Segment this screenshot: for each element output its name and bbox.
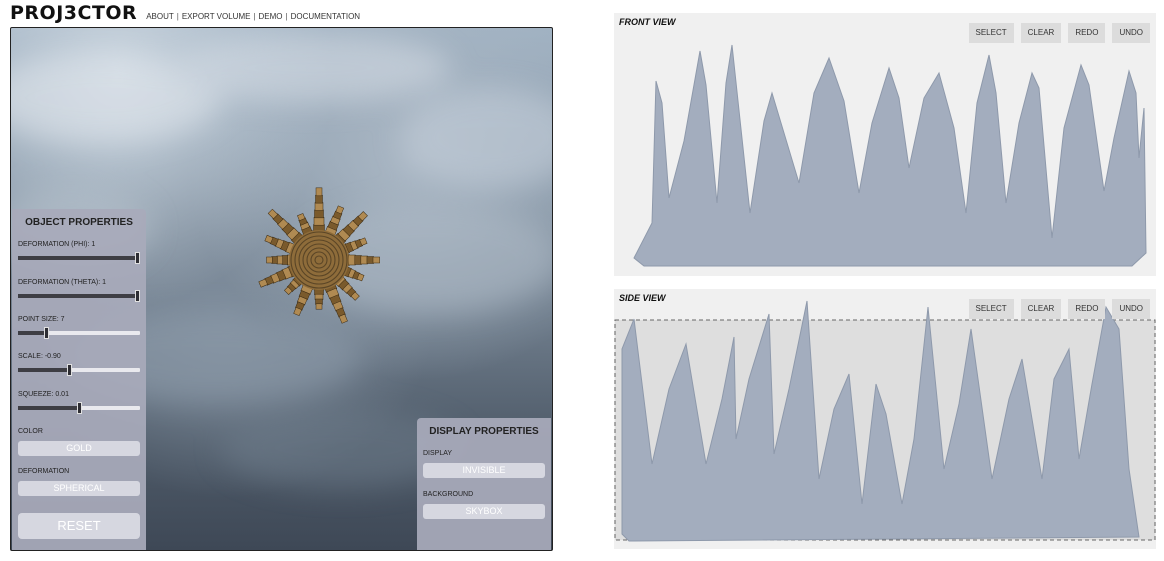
object-voxel <box>348 254 356 266</box>
front-undo-button[interactable]: UNDO <box>1112 23 1150 43</box>
nav-separator: | <box>253 12 256 21</box>
side-silhouette-shape <box>621 300 1140 542</box>
object-ring <box>306 247 332 273</box>
scale-label: SCALE: -0.90 <box>18 353 61 360</box>
top-nav: ABOUT | EXPORT VOLUME | DEMO | DOCUMENTA… <box>146 12 360 21</box>
object-ring <box>314 255 324 265</box>
reset-button[interactable]: RESET <box>18 513 140 539</box>
background-label: BACKGROUND <box>423 491 474 498</box>
object-voxel <box>293 307 302 317</box>
deformation-phi-slider[interactable] <box>18 252 140 264</box>
object-voxel <box>359 237 368 246</box>
deformation-label: DEFORMATION <box>18 468 70 475</box>
side-clear-button[interactable]: CLEAR <box>1020 299 1062 319</box>
brand-logo[interactable]: PROJ3CTOR <box>10 2 138 24</box>
slider-thumb[interactable] <box>77 402 82 414</box>
3d-viewport[interactable]: OBJECT PROPERTIES DEFORMATION (PHI): 1 D… <box>10 27 553 551</box>
deformation-theta-slider[interactable] <box>18 290 140 302</box>
slider-thumb[interactable] <box>135 252 140 264</box>
scale-slider[interactable] <box>18 364 140 376</box>
nav-separator: | <box>176 12 179 21</box>
object-voxel <box>297 213 306 222</box>
object-properties-panel: OBJECT PROPERTIES DEFORMATION (PHI): 1 D… <box>12 209 146 550</box>
app-header: PROJ3CTOR ABOUT | EXPORT VOLUME | DEMO |… <box>10 2 360 24</box>
slider-thumb[interactable] <box>67 364 72 376</box>
deformation-theta-label: DEFORMATION (THETA): 1 <box>18 279 107 286</box>
display-label: DISPLAY <box>423 450 453 457</box>
display-select[interactable]: INVISIBLE <box>423 463 545 478</box>
front-clear-button[interactable]: CLEAR <box>1020 23 1062 43</box>
object-voxel <box>350 291 360 301</box>
object-ring <box>310 251 328 269</box>
projected-object[interactable] <box>247 168 392 353</box>
nav-documentation[interactable]: DOCUMENTATION <box>290 12 361 21</box>
side-undo-button[interactable]: UNDO <box>1112 299 1150 319</box>
front-view-canvas[interactable]: FRONT VIEW SELECT CLEAR REDO UNDO <box>614 13 1156 276</box>
object-voxel <box>356 273 365 282</box>
slider-fill <box>18 406 79 410</box>
object-voxel <box>271 256 278 264</box>
slider-fill <box>18 256 137 260</box>
slider-fill <box>18 294 137 298</box>
slider-thumb[interactable] <box>44 327 49 339</box>
object-voxel <box>314 202 324 211</box>
front-view-title: FRONT VIEW <box>619 17 676 27</box>
object-voxel <box>335 205 345 215</box>
display-properties-panel: DISPLAY PROPERTIES DISPLAY INVISIBLE BAC… <box>417 418 551 550</box>
object-voxel <box>315 303 323 310</box>
object-ring <box>294 235 344 285</box>
deformation-select[interactable]: SPHERICAL <box>18 481 140 496</box>
point-size-label: POINT SIZE: 7 <box>18 316 65 323</box>
object-voxel <box>313 216 325 226</box>
object-core <box>289 230 349 290</box>
object-voxel <box>315 187 323 197</box>
deformation-phi-label: DEFORMATION (PHI): 1 <box>18 241 96 248</box>
object-ring <box>290 231 348 289</box>
side-view-title: SIDE VIEW <box>619 293 666 303</box>
squeeze-slider[interactable] <box>18 402 140 414</box>
slider-fill <box>18 368 69 372</box>
front-view-toolbar: SELECT CLEAR REDO UNDO <box>968 23 1150 43</box>
object-voxel <box>360 255 368 265</box>
side-select-button[interactable]: SELECT <box>968 299 1014 319</box>
side-view-toolbar: SELECT CLEAR REDO UNDO <box>968 299 1150 319</box>
object-voxel <box>315 194 323 204</box>
nav-separator: | <box>285 12 288 21</box>
nav-export-volume[interactable]: EXPORT VOLUME <box>181 12 251 21</box>
object-ring <box>298 239 340 281</box>
object-voxel <box>354 255 362 265</box>
object-voxel <box>264 234 274 244</box>
object-voxel <box>284 286 293 295</box>
object-voxel <box>357 211 368 222</box>
object-voxel <box>366 256 374 264</box>
nav-demo[interactable]: DEMO <box>258 12 283 21</box>
front-view-silhouette <box>633 44 1147 267</box>
color-label: COLOR <box>18 428 43 435</box>
object-voxel <box>314 209 324 219</box>
front-silhouette-shape <box>633 44 1147 267</box>
side-view-canvas[interactable]: SIDE VIEW SELECT CLEAR REDO UNDO <box>614 289 1156 549</box>
side-redo-button[interactable]: REDO <box>1068 299 1106 319</box>
side-view-silhouette <box>614 300 1156 542</box>
color-select[interactable]: GOLD <box>18 441 140 456</box>
object-properties-title: OBJECT PROPERTIES <box>25 217 133 228</box>
background-select[interactable]: SKYBOX <box>423 504 545 519</box>
object-voxel <box>276 255 283 265</box>
object-voxel <box>266 256 273 264</box>
object-voxel <box>281 255 289 265</box>
object-voxel <box>338 313 348 324</box>
front-redo-button[interactable]: REDO <box>1068 23 1106 43</box>
front-select-button[interactable]: SELECT <box>968 23 1014 43</box>
point-size-slider[interactable] <box>18 327 140 339</box>
squeeze-label: SQUEEZE: 0.01 <box>18 391 69 398</box>
slider-thumb[interactable] <box>135 290 140 302</box>
slider-fill <box>18 331 46 335</box>
object-ring <box>302 243 336 277</box>
nav-about[interactable]: ABOUT <box>146 12 174 21</box>
object-voxel <box>258 278 268 288</box>
display-properties-title: DISPLAY PROPERTIES <box>429 426 539 437</box>
object-voxel <box>372 256 380 264</box>
object-voxel <box>267 208 279 220</box>
